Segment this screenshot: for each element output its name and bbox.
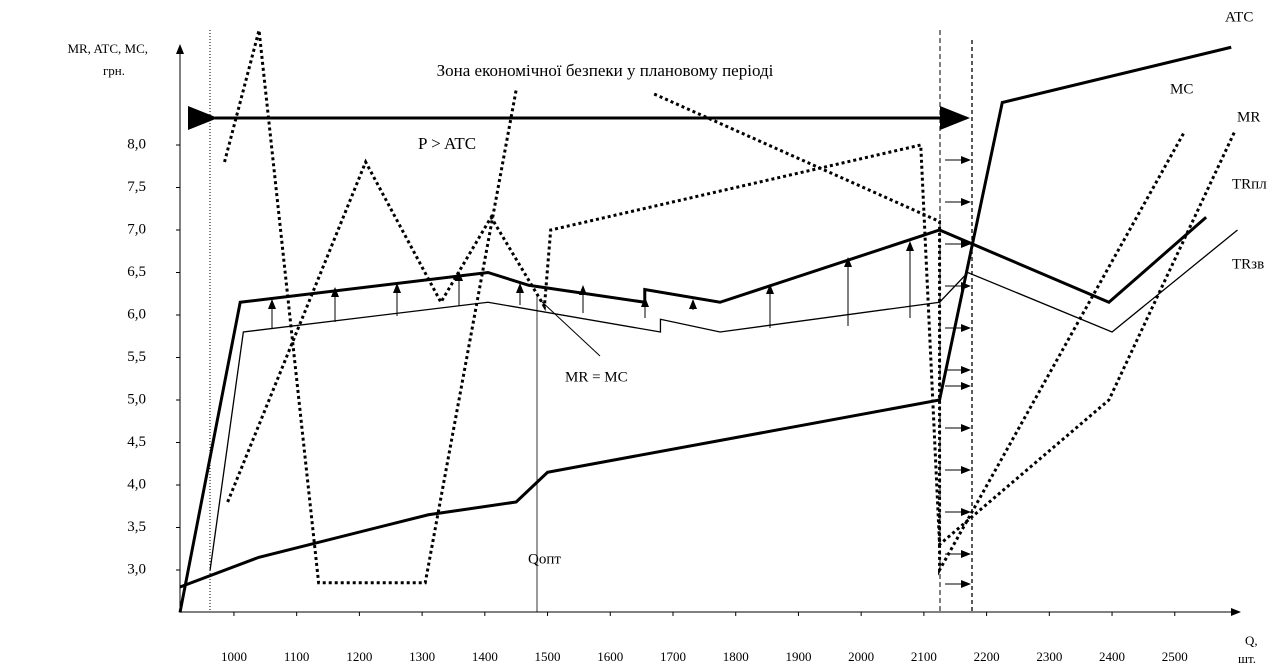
- y-tick-label: 8,0: [127, 136, 146, 152]
- x-tick-label: 2200: [974, 649, 1000, 664]
- up-arrows: [268, 241, 914, 328]
- x-tick-label: 2000: [848, 649, 874, 664]
- legend-entry: TRзв: [1232, 256, 1264, 272]
- y-tick-label: 6,0: [127, 306, 146, 322]
- x-tick-label: 2300: [1036, 649, 1062, 664]
- y-tick-label: 7,0: [127, 221, 146, 237]
- series-line: [223, 29, 1186, 585]
- annotation: MR = MC: [565, 369, 628, 385]
- y-tick-label: 3,5: [127, 519, 146, 535]
- x-tick-label: 1900: [785, 649, 811, 664]
- annotation: P > ATC: [418, 134, 476, 153]
- legend-entry: TRпл: [1232, 176, 1267, 192]
- series-line: [209, 229, 1238, 571]
- x-tick-label: 1100: [284, 649, 310, 664]
- mr-mc-pointer: [539, 299, 601, 357]
- x-tick-label: 2100: [911, 649, 937, 664]
- y-tick-label: 5,5: [127, 349, 146, 365]
- series-line: [179, 45, 1232, 589]
- series-line: [226, 131, 1236, 548]
- title: Зона економічної безпеки у плановому пер…: [437, 61, 774, 80]
- right-arrows: [945, 156, 971, 588]
- x-tick-label: 1200: [346, 649, 372, 664]
- y-tick-label: 3,0: [127, 561, 146, 577]
- y-tick-label: 7,5: [127, 179, 146, 195]
- x-tick-label: 2400: [1099, 649, 1125, 664]
- y-tick-label: 4,0: [127, 476, 146, 492]
- legend-entry: ATC: [1225, 9, 1253, 25]
- x-tick-label: 1800: [723, 649, 749, 664]
- legend-entry: MR: [1237, 109, 1260, 125]
- annotation: Qопт: [528, 551, 561, 567]
- y-label: MR, ATC, MC,: [67, 41, 148, 56]
- x-label: шт.: [1238, 651, 1256, 666]
- x-label: Q,: [1245, 633, 1258, 648]
- x-tick-label: 1000: [221, 649, 247, 664]
- series-line: [178, 216, 1208, 613]
- y-label: грн.: [103, 63, 125, 78]
- x-tick-label: 1700: [660, 649, 686, 664]
- y-tick-label: 6,5: [127, 264, 146, 280]
- x-tick-label: 1600: [597, 649, 623, 664]
- y-tick-label: 5,0: [127, 391, 146, 407]
- x-tick-label: 1400: [472, 649, 498, 664]
- legend-entry: MC: [1170, 81, 1193, 97]
- y-tick-label: 4,5: [127, 434, 146, 450]
- x-tick-label: 1300: [409, 649, 435, 664]
- x-tick-label: 1500: [535, 649, 561, 664]
- x-tick-label: 2500: [1162, 649, 1188, 664]
